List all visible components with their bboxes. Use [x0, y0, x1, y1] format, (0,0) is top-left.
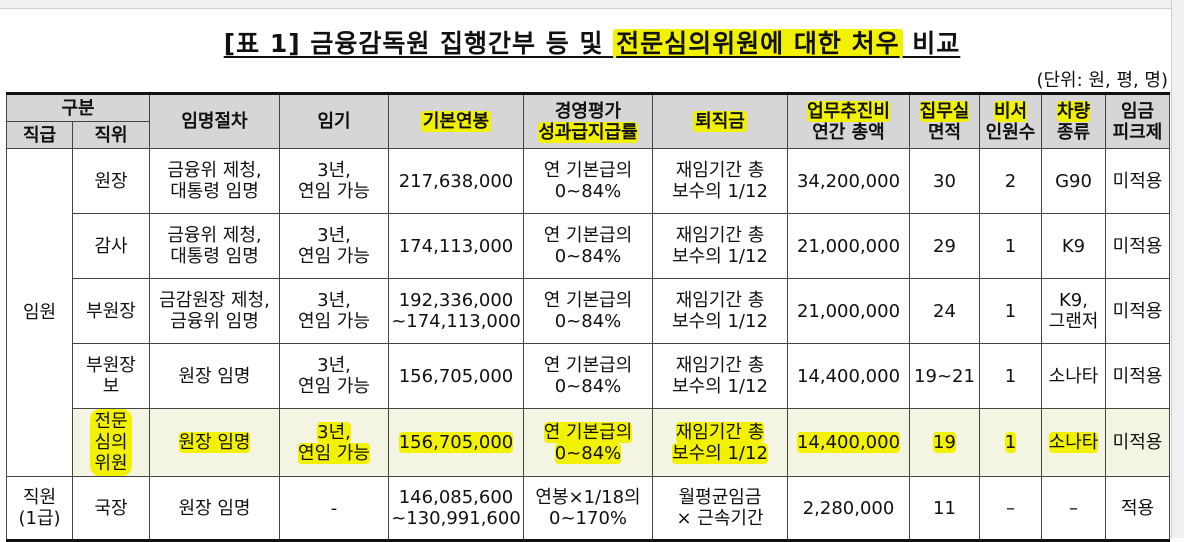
- header-retirement: 퇴직금: [652, 93, 788, 149]
- cell-wage-peak: 미적용: [1105, 343, 1170, 409]
- cell-bonus: 연 기본급의 0~84%: [523, 278, 653, 344]
- cell-appointment: 금융위 제청, 대통령 임명: [149, 148, 280, 214]
- cell-term: 3년, 연임 가능: [279, 213, 389, 279]
- cell-salary: 156,705,000: [388, 408, 524, 477]
- cell-bonus: 연 기본급의 0~84%: [523, 408, 653, 477]
- cell-appointment: 원장 임명: [149, 343, 280, 409]
- cell-vehicle: G90: [1041, 148, 1106, 214]
- header-appointment: 임명절차: [149, 93, 280, 149]
- cell-business-expense: 34,200,000: [787, 148, 910, 214]
- cell-secretary: 1: [979, 343, 1042, 409]
- window-top-edge: [0, 0, 1184, 9]
- cell-bonus: 연봉×1/18의 0~170%: [523, 476, 653, 541]
- cell-position: 감사: [72, 213, 150, 279]
- cell-retirement: 재임기간 총 보수의 1/12: [652, 408, 788, 477]
- table-row: 부원장 금감원장 제청, 금융위 임명 3년, 연임 가능 192,336,000 ~…: [7, 278, 1170, 344]
- cell-wage-peak: 미적용: [1105, 408, 1170, 477]
- cell-secretary: 1: [979, 408, 1042, 477]
- cell-business-expense: 14,400,000: [787, 408, 910, 477]
- cell-business-expense: 21,000,000: [787, 278, 910, 344]
- cell-retirement: 재임기간 총 보수의 1/12: [652, 213, 788, 279]
- cell-wage-peak: 미적용: [1105, 148, 1170, 214]
- cell-office: 11: [909, 476, 980, 541]
- table-title: [표 1] 금융감독원 집행간부 등 및 전문심의위원에 대한 처우 비교: [0, 24, 1184, 60]
- table-row: 임원 원장 금융위 제청, 대통령 임명 3년, 연임 가능 217,638,000…: [6, 148, 1170, 477]
- cell-office: 30: [909, 148, 980, 214]
- cell-bonus: 연 기본급의 0~84%: [523, 343, 653, 409]
- cell-wage-peak: 미적용: [1105, 213, 1170, 279]
- title-suffix: 비교: [902, 29, 961, 58]
- unit-note: (단위: 원, 평, 명): [1036, 70, 1168, 91]
- cell-retirement: 월평균임금 × 근속기간: [652, 476, 788, 541]
- cell-term: 3년, 연임 가능: [279, 278, 389, 344]
- cell-secretary: 1: [979, 278, 1042, 344]
- cell-office: 19: [909, 408, 980, 477]
- header-position: 직위: [72, 121, 150, 149]
- cell-retirement: 재임기간 총 보수의 1/12: [652, 148, 788, 214]
- cell-position: 부원장: [72, 278, 150, 344]
- cell-business-expense: 21,000,000: [787, 213, 910, 279]
- table-row: 직원 (1급) 국장 원장 임명 - 146,085,600 ~130,991,60…: [6, 476, 1170, 541]
- header-vehicle: 차량 종류: [1041, 93, 1106, 149]
- cell-bonus: 연 기본급의 0~84%: [523, 148, 653, 214]
- cell-office: 24: [909, 278, 980, 344]
- header-term: 임기: [279, 93, 389, 149]
- cell-salary: 192,336,000 ~174,113,000: [388, 278, 524, 344]
- cell-retirement: 재임기간 총 보수의 1/12: [652, 343, 788, 409]
- header-base-salary: 기본연봉: [388, 93, 524, 149]
- header-subrow: 직급 직위: [6, 121, 1170, 149]
- cell-wage-peak: 미적용: [1105, 278, 1170, 344]
- title-prefix: [표 1] 금융감독원 집행간부 등 및: [223, 29, 614, 58]
- cell-vehicle: K9, 그랜저: [1041, 278, 1106, 344]
- cell-vehicle: K9: [1041, 213, 1106, 279]
- window-scrollbar[interactable]: [1171, 0, 1184, 538]
- header-business-expense: 업무추진비 연간 총액: [787, 93, 910, 149]
- comparison-table: 구분 임명절차 임기 기본연봉 경영평가 성과급지급률 퇴직금 업무추진비 연간 총…: [6, 92, 1170, 542]
- cell-secretary: 1: [979, 213, 1042, 279]
- group-staff: 직원 (1급): [6, 476, 73, 541]
- cell-salary: 174,113,000: [388, 213, 524, 279]
- table-row-highlighted: 전문 심의 위원 원장 임명 3년, 연임 가능 156,705,000 연 기본급의…: [7, 408, 1170, 477]
- header-bonus: 경영평가 성과급지급률: [523, 93, 653, 149]
- cell-business-expense: 14,400,000: [787, 343, 910, 409]
- group-executive: 임원: [6, 148, 73, 477]
- header-rank: 직급: [6, 121, 73, 149]
- table-row: 부원장 보 원장 임명 3년, 연임 가능 156,705,000 연 기본급의 0~…: [7, 343, 1170, 409]
- cell-secretary: 2: [979, 148, 1042, 214]
- header-secretary: 비서 인원수: [979, 93, 1042, 149]
- cell-appointment: 금융위 제청, 대통령 임명: [149, 213, 280, 279]
- cell-secretary: –: [979, 476, 1042, 541]
- table-row: 감사 금융위 제청, 대통령 임명 3년, 연임 가능 174,113,000 연 …: [7, 213, 1170, 279]
- cell-vehicle: 소나타: [1041, 408, 1106, 477]
- cell-appointment: 원장 임명: [149, 476, 280, 541]
- cell-office: 19~21: [909, 343, 980, 409]
- cell-position: 부원장 보: [72, 343, 150, 409]
- header-office: 집무실 면적: [909, 93, 980, 149]
- cell-bonus: 연 기본급의 0~84%: [523, 213, 653, 279]
- cell-office: 29: [909, 213, 980, 279]
- header-wage-peak: 임금 피크제: [1105, 93, 1170, 149]
- cell-vehicle: 소나타: [1041, 343, 1106, 409]
- cell-appointment: 원장 임명: [149, 408, 280, 477]
- cell-salary: 217,638,000: [388, 148, 524, 214]
- cell-wage-peak: 적용: [1105, 476, 1170, 541]
- header-group: 구분: [6, 93, 150, 122]
- cell-retirement: 재임기간 총 보수의 1/12: [652, 278, 788, 344]
- cell-term: 3년, 연임 가능: [279, 343, 389, 409]
- cell-position: 전문 심의 위원: [72, 408, 150, 477]
- cell-vehicle: –: [1041, 476, 1106, 541]
- cell-position: 원장: [72, 148, 150, 214]
- title-highlight: 전문심의위원에 대한 처우: [613, 29, 903, 58]
- cell-salary: 156,705,000: [388, 343, 524, 409]
- cell-position: 국장: [72, 476, 150, 541]
- header-row: 구분 임명절차 임기 기본연봉 경영평가 성과급지급률 퇴직금 업무추진비 연간 총…: [6, 93, 1170, 149]
- cell-term: 3년, 연임 가능: [279, 148, 389, 214]
- cell-term: -: [279, 476, 389, 541]
- cell-appointment: 금감원장 제청, 금융위 임명: [149, 278, 280, 344]
- cell-business-expense: 2,280,000: [787, 476, 910, 541]
- cell-term: 3년, 연임 가능: [279, 408, 389, 477]
- cell-salary: 146,085,600 ~130,991,600: [388, 476, 524, 541]
